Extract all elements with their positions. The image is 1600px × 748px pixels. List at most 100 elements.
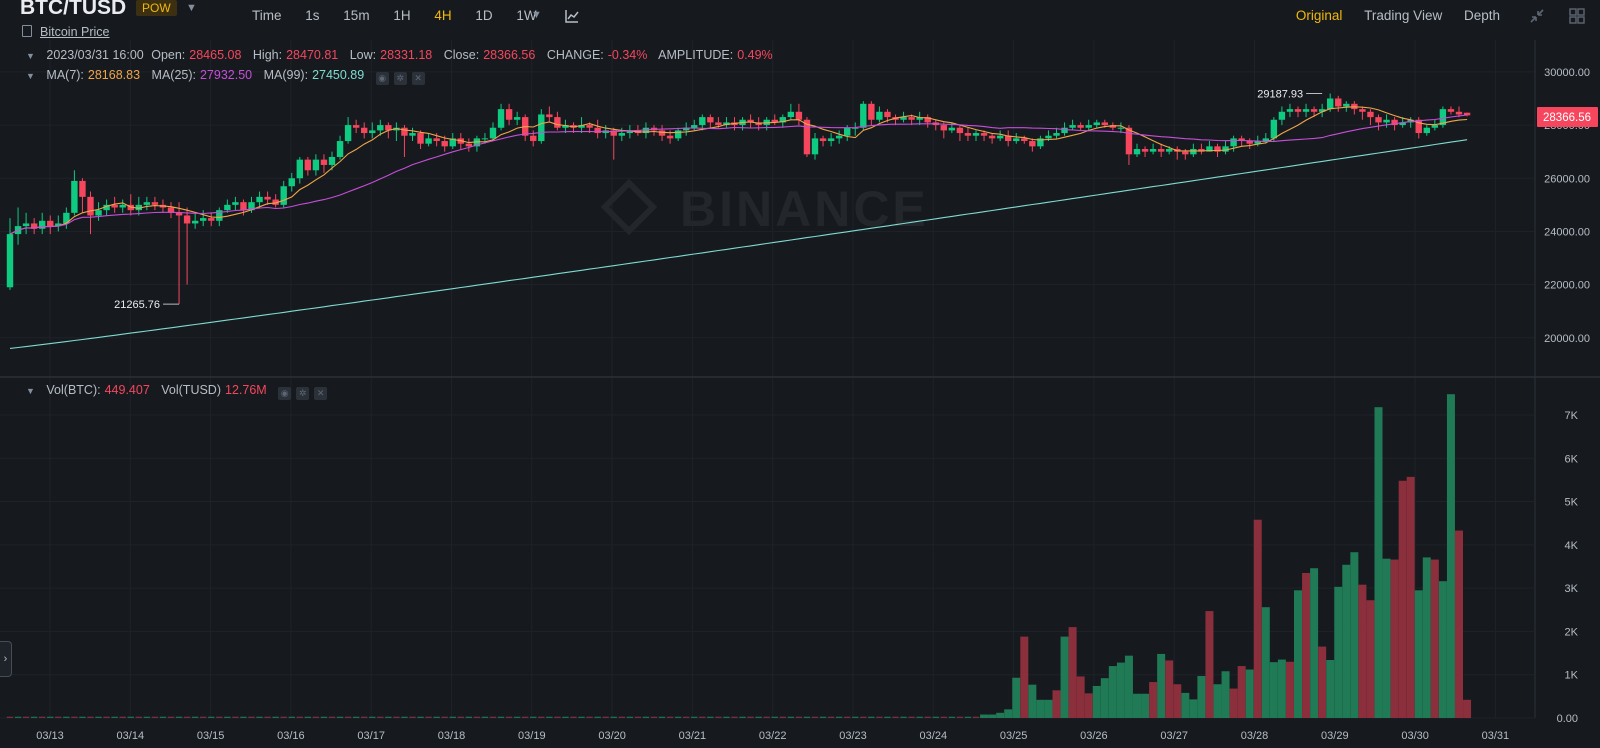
candle[interactable] [554, 111, 561, 131]
chevron-right-icon[interactable]: › [0, 641, 12, 677]
candle[interactable] [272, 194, 279, 208]
candle[interactable] [119, 199, 126, 213]
eye-icon[interactable]: ◉ [278, 387, 292, 400]
candle[interactable] [103, 199, 110, 216]
candle[interactable] [594, 119, 601, 139]
candle[interactable] [747, 114, 754, 128]
candle[interactable] [1133, 143, 1141, 157]
candle[interactable] [489, 122, 497, 142]
candle[interactable] [409, 127, 416, 142]
candle[interactable] [63, 207, 70, 229]
candle[interactable] [6, 218, 14, 290]
candle[interactable] [940, 122, 947, 139]
candle[interactable] [167, 202, 175, 219]
candle[interactable] [980, 130, 988, 142]
candle[interactable] [1286, 103, 1294, 118]
candle[interactable] [127, 194, 134, 216]
candle[interactable] [473, 135, 481, 152]
candle[interactable] [513, 111, 521, 126]
candle[interactable] [699, 114, 706, 131]
candle[interactable] [393, 122, 400, 142]
candle[interactable] [562, 119, 569, 134]
gear-icon[interactable]: ✲ [296, 387, 310, 400]
candle[interactable] [143, 196, 151, 211]
candle[interactable] [1302, 103, 1310, 118]
candle[interactable] [1455, 106, 1463, 118]
candle[interactable] [1230, 135, 1237, 152]
candle[interactable] [1190, 143, 1197, 157]
candle[interactable] [1061, 122, 1068, 136]
candle[interactable] [650, 125, 658, 136]
candle[interactable] [1222, 141, 1229, 155]
candle[interactable] [610, 127, 617, 160]
candle[interactable] [916, 111, 923, 126]
candle[interactable] [1463, 112, 1471, 117]
candle[interactable] [224, 199, 231, 213]
candle[interactable] [1310, 106, 1318, 118]
chart-indicator-icon[interactable] [564, 8, 580, 24]
candle[interactable] [328, 151, 336, 171]
candle[interactable] [642, 122, 650, 139]
candle[interactable] [111, 196, 118, 213]
candle[interactable] [1439, 106, 1447, 128]
eye-icon[interactable]: ◉ [375, 72, 389, 85]
candle[interactable] [723, 117, 730, 128]
candle[interactable] [1343, 101, 1350, 112]
candle[interactable] [55, 215, 62, 232]
candle[interactable] [320, 154, 328, 173]
candle[interactable] [707, 114, 714, 128]
candle[interactable] [1375, 114, 1382, 131]
candle[interactable] [344, 117, 352, 144]
candle[interactable] [691, 119, 698, 131]
candle[interactable] [739, 117, 746, 131]
candle[interactable] [135, 196, 142, 216]
candle[interactable] [71, 170, 78, 216]
candle[interactable] [972, 130, 980, 142]
candle[interactable] [1021, 135, 1028, 144]
candle[interactable] [39, 212, 46, 235]
candle[interactable] [369, 122, 376, 139]
candle[interactable] [425, 133, 432, 147]
candle[interactable] [626, 125, 634, 139]
candle[interactable] [1359, 106, 1366, 120]
candle[interactable] [304, 156, 312, 176]
candle[interactable] [336, 135, 344, 160]
candle[interactable] [47, 215, 54, 235]
candle[interactable] [175, 202, 183, 305]
symbol-title[interactable]: BTC/TUSD [20, 0, 127, 19]
candle[interactable] [674, 127, 682, 142]
candle[interactable] [1149, 143, 1157, 155]
candle[interactable] [827, 133, 835, 147]
candle[interactable] [87, 191, 94, 235]
candle[interactable] [852, 122, 859, 136]
candle[interactable] [377, 119, 384, 136]
candle[interactable] [892, 114, 899, 126]
candle[interactable] [787, 103, 795, 120]
view-tab-depth[interactable]: Depth [1463, 8, 1500, 23]
candle[interactable] [1013, 133, 1020, 144]
candle[interactable] [208, 212, 215, 227]
candle[interactable] [546, 106, 553, 123]
candle[interactable] [497, 103, 505, 131]
gear-icon[interactable]: ✲ [393, 72, 407, 85]
candle[interactable] [352, 119, 360, 134]
candle[interactable] [1069, 119, 1076, 131]
candle[interactable] [1029, 138, 1036, 152]
candle[interactable] [1423, 125, 1430, 136]
candle[interactable] [683, 122, 690, 136]
interval-tab-1d[interactable]: 1D [475, 8, 493, 23]
candle[interactable] [1077, 122, 1084, 131]
candle[interactable] [22, 212, 30, 235]
candle[interactable] [449, 133, 456, 150]
candle[interactable] [779, 114, 786, 128]
interval-tab-1w[interactable]: 1W [516, 8, 537, 23]
candle[interactable] [312, 154, 320, 176]
view-tab-trading-view[interactable]: Trading View [1364, 8, 1443, 23]
candle[interactable] [956, 125, 964, 142]
candle[interactable] [79, 178, 86, 213]
candle[interactable] [835, 130, 843, 144]
candle[interactable] [256, 191, 263, 208]
candle[interactable] [1125, 125, 1133, 165]
candle[interactable] [1246, 138, 1253, 150]
